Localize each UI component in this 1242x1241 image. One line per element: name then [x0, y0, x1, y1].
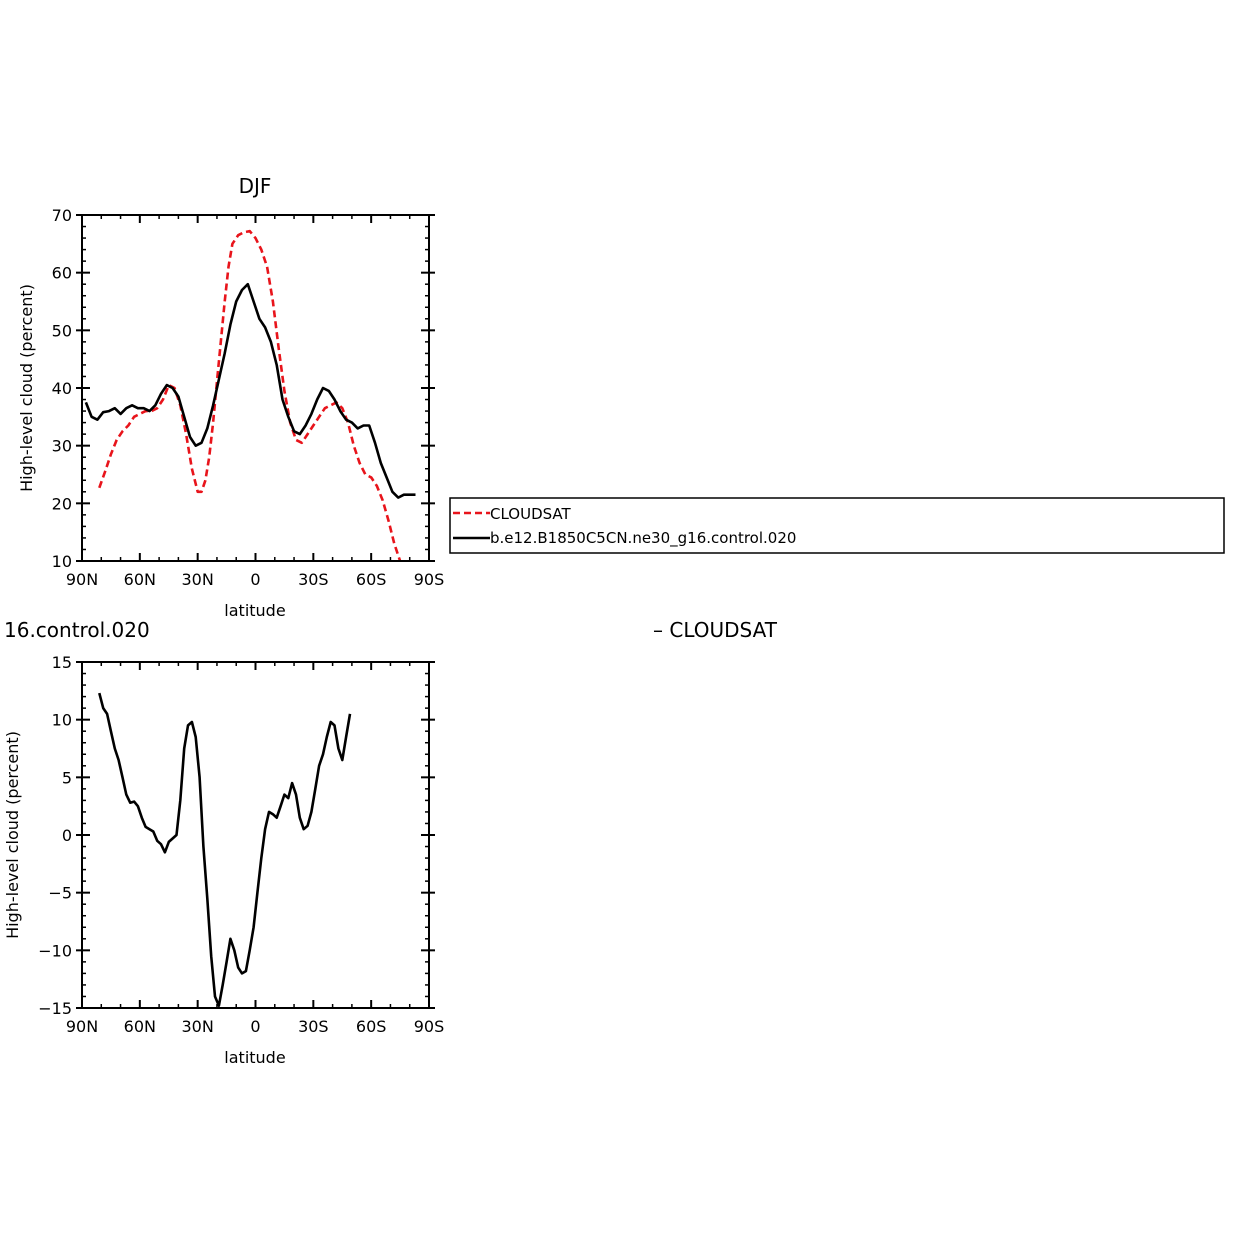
- y-tick-label: 10: [52, 552, 72, 571]
- x-tick-label: 30N: [182, 1017, 214, 1036]
- axis-ticks: 90N 60N 30N 0 30S 60S 90S 15 10 5 0 −5 −10 −15: [38, 653, 444, 1036]
- x-axis-label: latitude: [224, 601, 285, 620]
- x-tick-label: 90N: [66, 1017, 98, 1036]
- y-tick-label: 5: [62, 768, 72, 787]
- x-tick-label: 90S: [414, 570, 445, 589]
- y-tick-label: 10: [52, 711, 72, 730]
- y-tick-label: 15: [52, 653, 72, 672]
- x-tick-label: 60S: [356, 1017, 387, 1036]
- x-tick-label: 30S: [298, 1017, 329, 1036]
- y-axis-label: High-level cloud (percent): [3, 731, 22, 939]
- plot-frame: [81, 661, 430, 1009]
- djf-panel: DJF High-level cloud (percent) latitude …: [17, 174, 444, 620]
- plot-frame: [81, 214, 430, 562]
- difference-title: 16.control.020: [4, 618, 150, 642]
- series-line-1: [98, 692, 352, 1007]
- chart-title: DJF: [239, 174, 272, 198]
- x-tick-label: 60N: [124, 570, 156, 589]
- x-tick-label: 0: [250, 570, 260, 589]
- x-tick-label: 0: [250, 1017, 260, 1036]
- legend-box: [449, 497, 1225, 554]
- legend: CLOUDSAT b.e12.B1850C5CN.ne30_g16.contro…: [449, 497, 1225, 554]
- legend-label-cloudsat: CLOUDSAT: [490, 505, 572, 523]
- y-tick-label: −15: [38, 999, 72, 1018]
- legend-label-model: b.e12.B1850C5CN.ne30_g16.control.020: [490, 529, 796, 548]
- series-lines: [84, 229, 416, 562]
- difference-subtitle: – CLOUDSAT: [653, 618, 778, 642]
- x-tick-label: 90S: [414, 1017, 445, 1036]
- x-tick-label: 90N: [66, 570, 98, 589]
- y-tick-label: 20: [52, 494, 72, 513]
- y-tick-label: 40: [52, 379, 72, 398]
- series-line-2: [84, 282, 416, 499]
- y-tick-label: 0: [62, 826, 72, 845]
- x-tick-label: 60S: [356, 570, 387, 589]
- y-tick-label: 60: [52, 264, 72, 283]
- x-tick-label: 30S: [298, 570, 329, 589]
- y-tick-label: −5: [48, 884, 72, 903]
- y-tick-label: −10: [38, 941, 72, 960]
- x-axis-label: latitude: [224, 1048, 285, 1067]
- series-line-1: [98, 229, 402, 562]
- y-axis-label: High-level cloud (percent): [17, 284, 36, 492]
- series-lines: [98, 692, 352, 1007]
- y-tick-label: 30: [52, 437, 72, 456]
- difference-panel: 16.control.020 – CLOUDSAT High-level clo…: [3, 618, 778, 1067]
- y-tick-label: 50: [52, 321, 72, 340]
- x-tick-label: 60N: [124, 1017, 156, 1036]
- y-tick-label: 70: [52, 206, 72, 225]
- axis-ticks: 90N 60N 30N 0 30S 60S 90S 70 60 50 40 30 20 10: [52, 206, 445, 589]
- x-tick-label: 30N: [182, 570, 214, 589]
